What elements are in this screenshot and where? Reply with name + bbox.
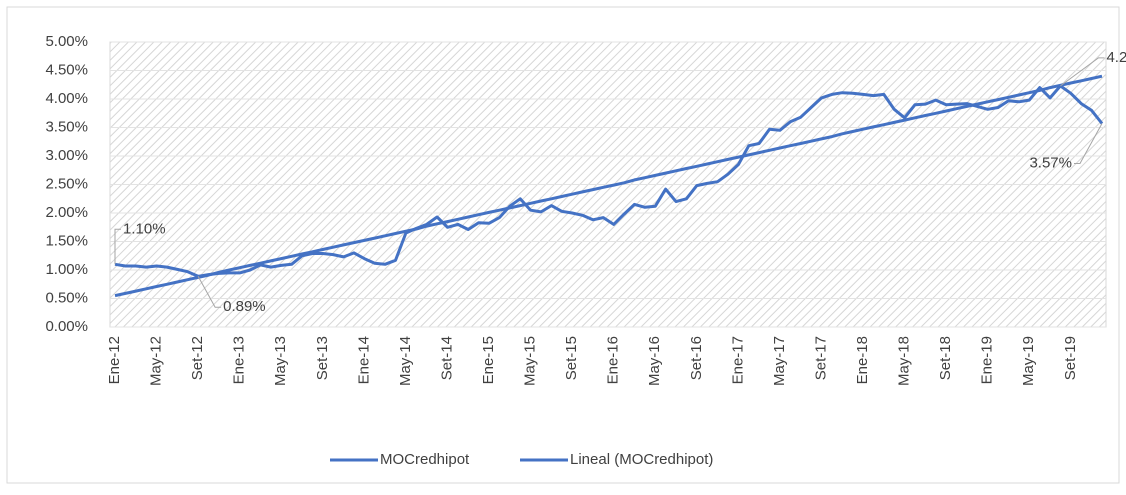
legend-label: MOCredhipot xyxy=(380,451,470,468)
x-tick-label: Ene-18 xyxy=(854,336,871,384)
x-tick-label: May-14 xyxy=(397,336,414,386)
y-tick-label: 2.00% xyxy=(45,204,88,221)
y-tick-label: 3.00% xyxy=(45,147,88,164)
x-tick-label: May-13 xyxy=(272,336,289,386)
y-tick-label: 0.00% xyxy=(45,318,88,335)
x-tick-label: Set-14 xyxy=(438,336,455,380)
y-tick-label: 1.00% xyxy=(45,261,88,278)
x-tick-label: Ene-19 xyxy=(979,336,996,384)
data-label: 0.89% xyxy=(223,298,266,315)
series-line xyxy=(114,74,1103,298)
y-tick-label: 5.00% xyxy=(45,33,88,50)
y-tick-label: 2.50% xyxy=(45,175,88,192)
series-line xyxy=(114,84,1104,278)
x-tick-label: Set-13 xyxy=(314,336,331,380)
x-tick-label: Set-16 xyxy=(688,336,705,380)
x-tick-label: May-19 xyxy=(1020,336,1037,386)
leader-line xyxy=(1074,123,1103,165)
y-tick-label: 0.50% xyxy=(45,289,88,306)
y-tick-label: 3.50% xyxy=(45,118,88,135)
x-tick-label: May-15 xyxy=(522,336,539,386)
y-tick-label: 4.50% xyxy=(45,61,88,78)
x-tick-label: Set-19 xyxy=(1062,336,1079,380)
x-tick-label: May-18 xyxy=(896,336,913,386)
leader-line xyxy=(1060,57,1105,87)
x-tick-label: Set-17 xyxy=(812,336,829,380)
x-tick-label: Ene-14 xyxy=(355,336,372,384)
x-tick-label: Set-15 xyxy=(563,336,580,380)
x-tick-label: May-17 xyxy=(771,336,788,386)
data-label: 3.57% xyxy=(1029,154,1072,171)
x-tick-label: May-12 xyxy=(148,336,165,386)
x-tick-label: Set-12 xyxy=(189,336,206,380)
legend-label: Lineal (MOCredhipot) xyxy=(570,451,713,468)
y-tick-label: 4.00% xyxy=(45,90,88,107)
x-tick-label: Set-18 xyxy=(937,336,954,380)
x-tick-label: Ene-13 xyxy=(231,336,248,384)
leader-line xyxy=(197,276,222,308)
data-label: 1.10% xyxy=(123,220,166,237)
leader-line xyxy=(114,228,121,265)
x-tick-label: May-16 xyxy=(646,336,663,386)
x-tick-label: Ene-16 xyxy=(605,336,622,384)
x-tick-label: Ene-15 xyxy=(480,336,497,384)
y-tick-label: 1.50% xyxy=(45,232,88,249)
data-label: 4.23% xyxy=(1106,49,1126,66)
x-tick-label: Ene-17 xyxy=(729,336,746,384)
x-tick-label: Ene-12 xyxy=(106,336,123,384)
